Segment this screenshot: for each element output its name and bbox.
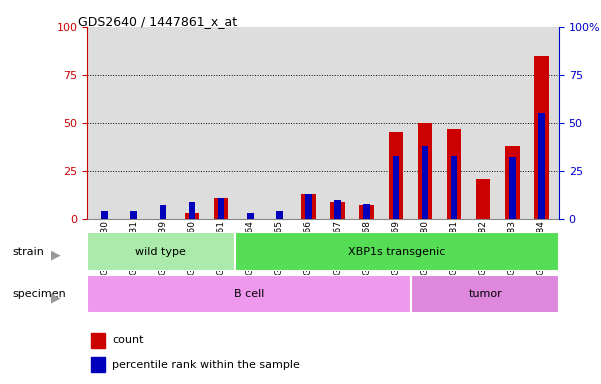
- Bar: [91, 357, 105, 372]
- Text: count: count: [112, 335, 144, 345]
- Bar: [160, 205, 166, 219]
- Bar: [247, 213, 254, 219]
- Bar: [364, 204, 370, 219]
- Text: GDS2640 / 1447861_x_at: GDS2640 / 1447861_x_at: [78, 15, 237, 28]
- Bar: [359, 205, 374, 219]
- Bar: [538, 113, 545, 219]
- Bar: [87, 275, 412, 313]
- Bar: [509, 157, 516, 219]
- Bar: [418, 123, 432, 219]
- Bar: [189, 202, 195, 219]
- Bar: [389, 132, 403, 219]
- Text: wild type: wild type: [135, 247, 186, 257]
- Text: ▶: ▶: [50, 249, 60, 262]
- Text: strain: strain: [12, 247, 44, 257]
- Bar: [412, 275, 559, 313]
- Bar: [392, 156, 399, 219]
- Bar: [130, 211, 137, 219]
- Text: percentile rank within the sample: percentile rank within the sample: [112, 359, 300, 369]
- Bar: [276, 211, 282, 219]
- Text: specimen: specimen: [12, 289, 66, 299]
- Bar: [534, 56, 549, 219]
- Text: ▶: ▶: [50, 291, 60, 304]
- Bar: [301, 194, 316, 219]
- Bar: [218, 198, 224, 219]
- Text: tumor: tumor: [468, 289, 502, 299]
- Bar: [451, 156, 457, 219]
- Bar: [422, 146, 429, 219]
- Bar: [331, 202, 345, 219]
- Bar: [505, 146, 520, 219]
- Bar: [447, 129, 462, 219]
- Text: B cell: B cell: [234, 289, 264, 299]
- Bar: [476, 179, 490, 219]
- Bar: [102, 211, 108, 219]
- Bar: [91, 333, 105, 348]
- Bar: [214, 198, 228, 219]
- Text: XBP1s transgenic: XBP1s transgenic: [348, 247, 445, 257]
- Bar: [334, 200, 341, 219]
- Bar: [234, 232, 559, 271]
- Bar: [185, 213, 200, 219]
- Bar: [305, 194, 312, 219]
- Bar: [87, 232, 234, 271]
